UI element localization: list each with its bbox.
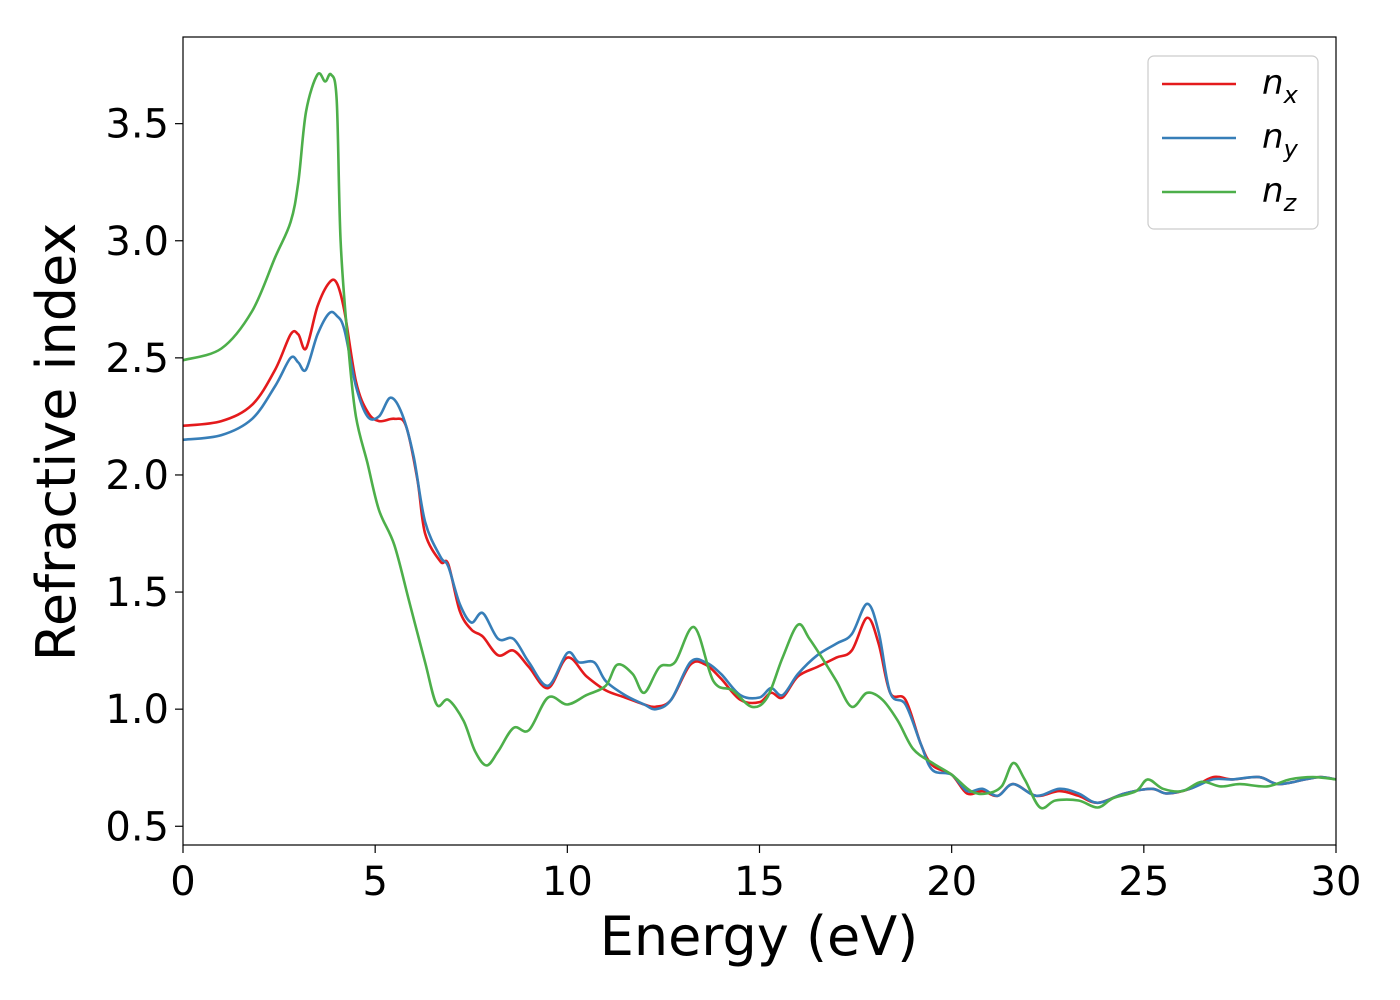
x-tick-label: 0 xyxy=(170,859,195,905)
legend-subscript: z xyxy=(1283,189,1298,217)
y-tick-label: 3.5 xyxy=(105,102,169,148)
x-tick-label: 10 xyxy=(542,859,593,905)
legend-subscript: y xyxy=(1283,135,1299,163)
series-line-nz xyxy=(182,72,1337,810)
x-axis-label: Energy (eV) xyxy=(600,905,919,968)
series-line-ny xyxy=(182,310,1337,805)
y-tick-label: 1.5 xyxy=(105,570,169,616)
series-line-nx xyxy=(182,278,1337,805)
x-tick-label: 20 xyxy=(926,859,977,905)
x-axis-ticks: 0 5 10 15 20 25 30 xyxy=(170,845,1361,905)
legend-box xyxy=(1147,55,1319,230)
y-tick-label: 2.0 xyxy=(105,453,169,499)
y-axis-ticks: 0.5 1.0 1.5 2.0 2.5 3.0 3.5 xyxy=(105,102,183,850)
legend-subscript: x xyxy=(1283,81,1299,109)
x-tick-label: 25 xyxy=(1118,859,1169,905)
y-axis-label: Refractive index xyxy=(25,223,88,662)
x-tick-label: 5 xyxy=(362,859,387,905)
x-tick-label: 30 xyxy=(1311,859,1362,905)
y-tick-label: 0.5 xyxy=(105,804,169,850)
y-tick-label: 1.0 xyxy=(105,687,169,733)
legend-label-nz: nz xyxy=(1262,171,1298,217)
y-tick-label: 2.5 xyxy=(105,336,169,382)
y-tick-label: 3.0 xyxy=(105,219,169,265)
x-tick-label: 15 xyxy=(734,859,785,905)
